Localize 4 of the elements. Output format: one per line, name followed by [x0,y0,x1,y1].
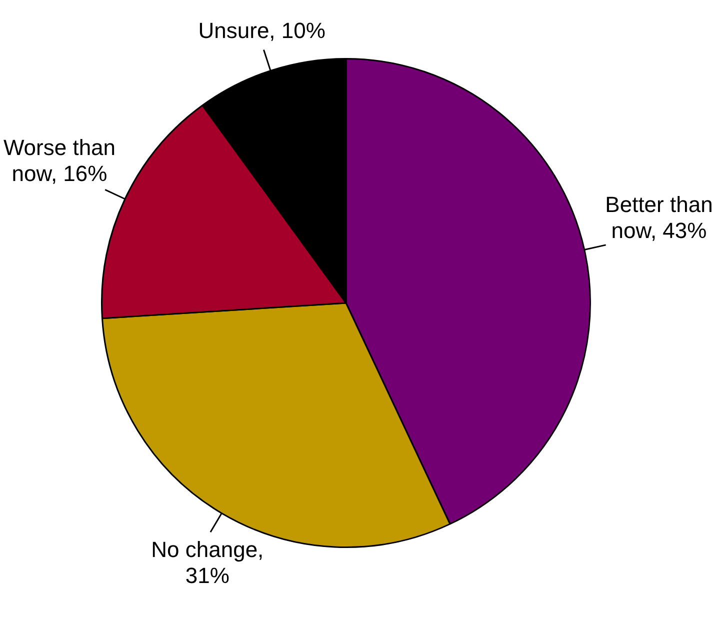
slice-label: Unsure, 10% [197,18,326,44]
slice-label: Worse than now, 16% [2,135,117,188]
slice-label: Better than now, 43% [604,192,714,244]
slice-label: No change, 31% [150,537,265,590]
